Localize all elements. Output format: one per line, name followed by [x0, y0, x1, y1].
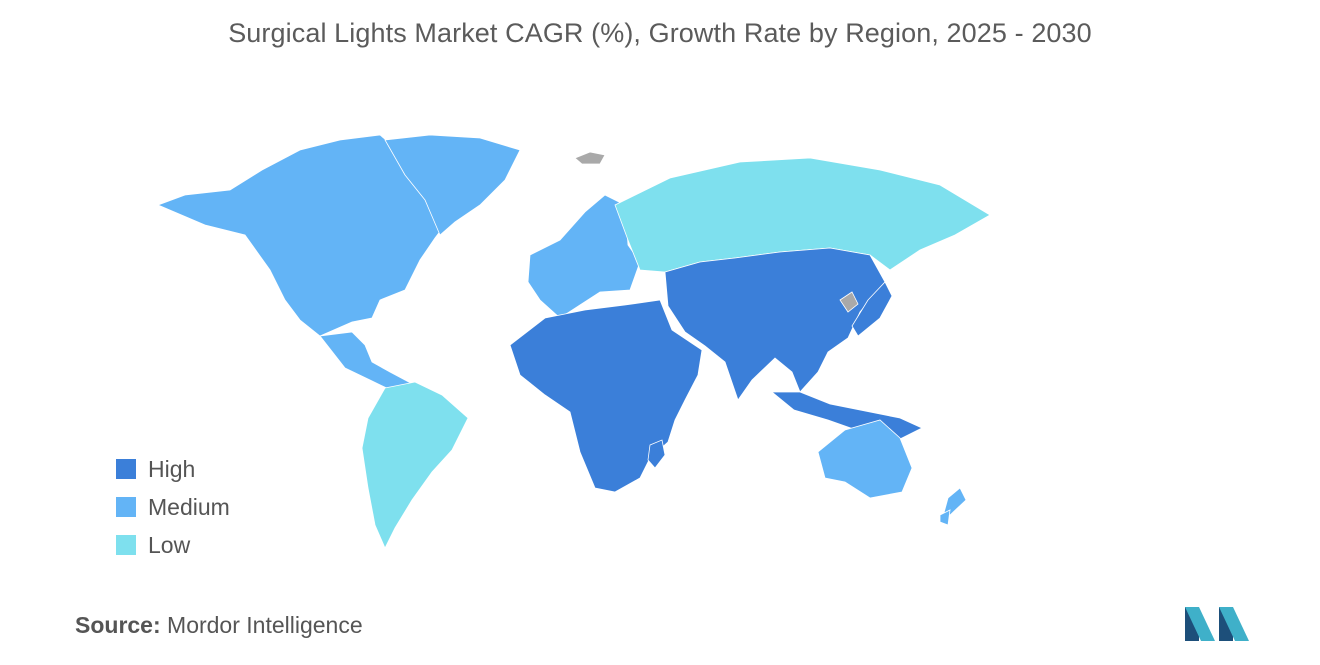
- legend-item-medium: Medium: [116, 488, 230, 526]
- legend-swatch-medium: [116, 497, 136, 517]
- source-value: Mordor Intelligence: [167, 612, 363, 638]
- legend-label-high: High: [148, 455, 196, 482]
- source-label: Source:: [75, 612, 161, 638]
- chart-title: Surgical Lights Market CAGR (%), Growth …: [228, 18, 1092, 48]
- region-europe: [527, 194, 641, 319]
- legend-swatch-low: [116, 535, 136, 555]
- region-north-america: [319, 331, 422, 393]
- region-no-data: [839, 291, 859, 313]
- legend-item-high: High: [116, 450, 230, 488]
- region-south-america: [361, 381, 469, 549]
- mordor-intelligence-logo-icon: [1185, 607, 1249, 641]
- region-no-data: [574, 151, 606, 165]
- region-middle-east-and-africa: [509, 299, 703, 493]
- legend: High Medium Low: [116, 450, 230, 564]
- source-line: Source: Mordor Intelligence: [75, 612, 363, 639]
- region-middle-east-and-africa: [647, 439, 666, 469]
- legend-label-medium: Medium: [148, 493, 230, 520]
- region-asia-pacific: [664, 247, 886, 401]
- region-north-america: [384, 134, 521, 236]
- region-australia-and-new-zealand: [939, 509, 951, 526]
- legend-item-low: Low: [116, 526, 230, 564]
- region-asia-pacific: [851, 281, 893, 337]
- region-north-america: [156, 134, 461, 337]
- legend-swatch-high: [116, 459, 136, 479]
- region-australia-and-new-zealand: [817, 419, 913, 499]
- legend-label-low: Low: [148, 531, 191, 558]
